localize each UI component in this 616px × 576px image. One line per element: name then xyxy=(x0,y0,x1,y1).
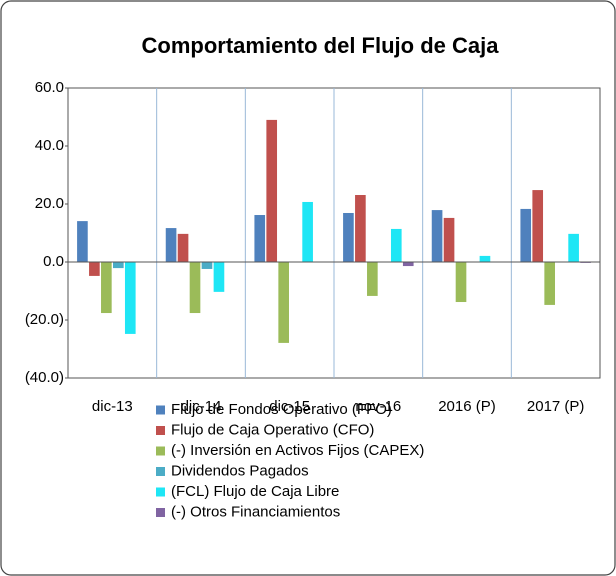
x-tick-label: nov-16 xyxy=(355,398,401,415)
legend-swatch xyxy=(156,487,165,497)
bar xyxy=(544,262,556,305)
x-tick-label: dic-14 xyxy=(181,398,222,415)
bar xyxy=(189,262,201,314)
bar xyxy=(77,221,88,262)
bar xyxy=(402,262,414,267)
legend-label: Dividendos Pagados xyxy=(171,462,309,479)
legend-swatch xyxy=(156,446,165,456)
bar xyxy=(112,262,124,269)
legend-label: Flujo de Fondos Operativo (FFO) xyxy=(171,401,392,418)
bar xyxy=(431,210,443,262)
legend-label: (-) Inversión en Activos Fijos (CAPEX) xyxy=(171,442,424,459)
bar xyxy=(355,195,366,262)
bar xyxy=(479,255,491,262)
bar xyxy=(568,233,579,262)
x-tick-label: dic-15 xyxy=(269,398,310,415)
legend-swatch xyxy=(156,467,165,476)
bar xyxy=(455,262,467,303)
bar xyxy=(520,208,532,262)
y-tick-label: 40.0 xyxy=(35,137,64,154)
y-tick-label: 0.0 xyxy=(43,253,64,270)
bar xyxy=(302,201,313,262)
bar xyxy=(89,262,100,276)
bar xyxy=(101,262,112,314)
x-tick-label: dic-13 xyxy=(92,398,133,415)
bar xyxy=(390,228,402,262)
bar xyxy=(177,233,189,262)
y-tick-label: 60.0 xyxy=(35,79,64,96)
legend-swatch xyxy=(156,426,165,435)
bar xyxy=(213,262,225,292)
bar xyxy=(343,212,354,262)
bar xyxy=(443,217,455,262)
legend-swatch xyxy=(156,405,165,415)
legend-swatch xyxy=(156,508,165,517)
y-tick-label: 20.0 xyxy=(35,195,64,212)
legend-label: (FCL) Flujo de Caja Libre xyxy=(171,483,339,500)
bar xyxy=(532,190,544,262)
y-tick-label: (40.0) xyxy=(25,369,64,386)
x-tick-label: 2016 (P) xyxy=(438,398,496,415)
x-tick-label: 2017 (P) xyxy=(527,398,585,415)
bar xyxy=(278,262,290,343)
bar xyxy=(266,119,278,263)
chart-title: Comportamiento del Flujo de Caja xyxy=(142,33,500,58)
legend-label: (-) Otros Financiamientos xyxy=(171,503,340,520)
bar xyxy=(367,262,378,296)
legend-label: Flujo de Caja Operativo (CFO) xyxy=(171,421,374,438)
y-tick-label: (20.0) xyxy=(25,311,64,328)
bar xyxy=(201,262,213,269)
bar xyxy=(165,228,177,262)
bar xyxy=(254,215,266,262)
bar xyxy=(124,262,136,334)
